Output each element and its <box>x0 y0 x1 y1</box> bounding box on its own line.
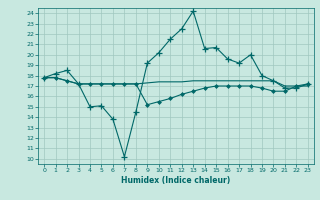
X-axis label: Humidex (Indice chaleur): Humidex (Indice chaleur) <box>121 176 231 185</box>
